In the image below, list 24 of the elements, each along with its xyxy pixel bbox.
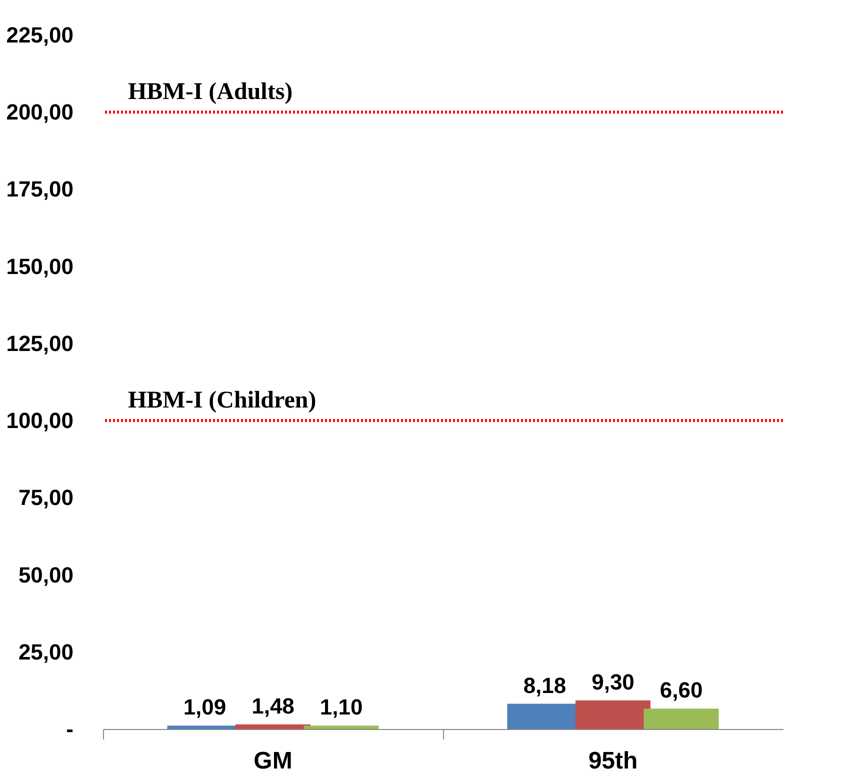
data-label: 6,60 (660, 678, 703, 703)
y-tick-label: 50,00 (18, 562, 74, 588)
y-tick-label: 125,00 (6, 330, 74, 356)
y-tick-label: - (66, 716, 74, 742)
bar (304, 726, 379, 729)
data-label: 1,10 (320, 694, 363, 720)
y-tick-label: 175,00 (6, 176, 74, 202)
ref-line-label: HBM-I (Adults) (128, 79, 293, 106)
bar (576, 700, 650, 729)
y-tick-label: 25,00 (18, 639, 74, 664)
y-tick-label: 225,00 (6, 22, 74, 48)
y-tick-label: 100,00 (6, 408, 74, 434)
data-label: 1,48 (252, 693, 294, 718)
x-tick-label: GM (254, 748, 292, 774)
y-tick-label: 75,00 (18, 485, 74, 510)
y-tick-label: 150,00 (6, 254, 74, 279)
bar (236, 724, 310, 729)
bar (644, 708, 719, 729)
data-label: 8,18 (523, 672, 566, 698)
data-label: 9,30 (592, 669, 634, 694)
y-tick-label: 200,00 (6, 100, 74, 125)
data-label: 1,09 (183, 694, 226, 720)
ref-line-label: HBM-I (Children) (128, 388, 316, 414)
x-tick-label: 95th (588, 748, 638, 774)
